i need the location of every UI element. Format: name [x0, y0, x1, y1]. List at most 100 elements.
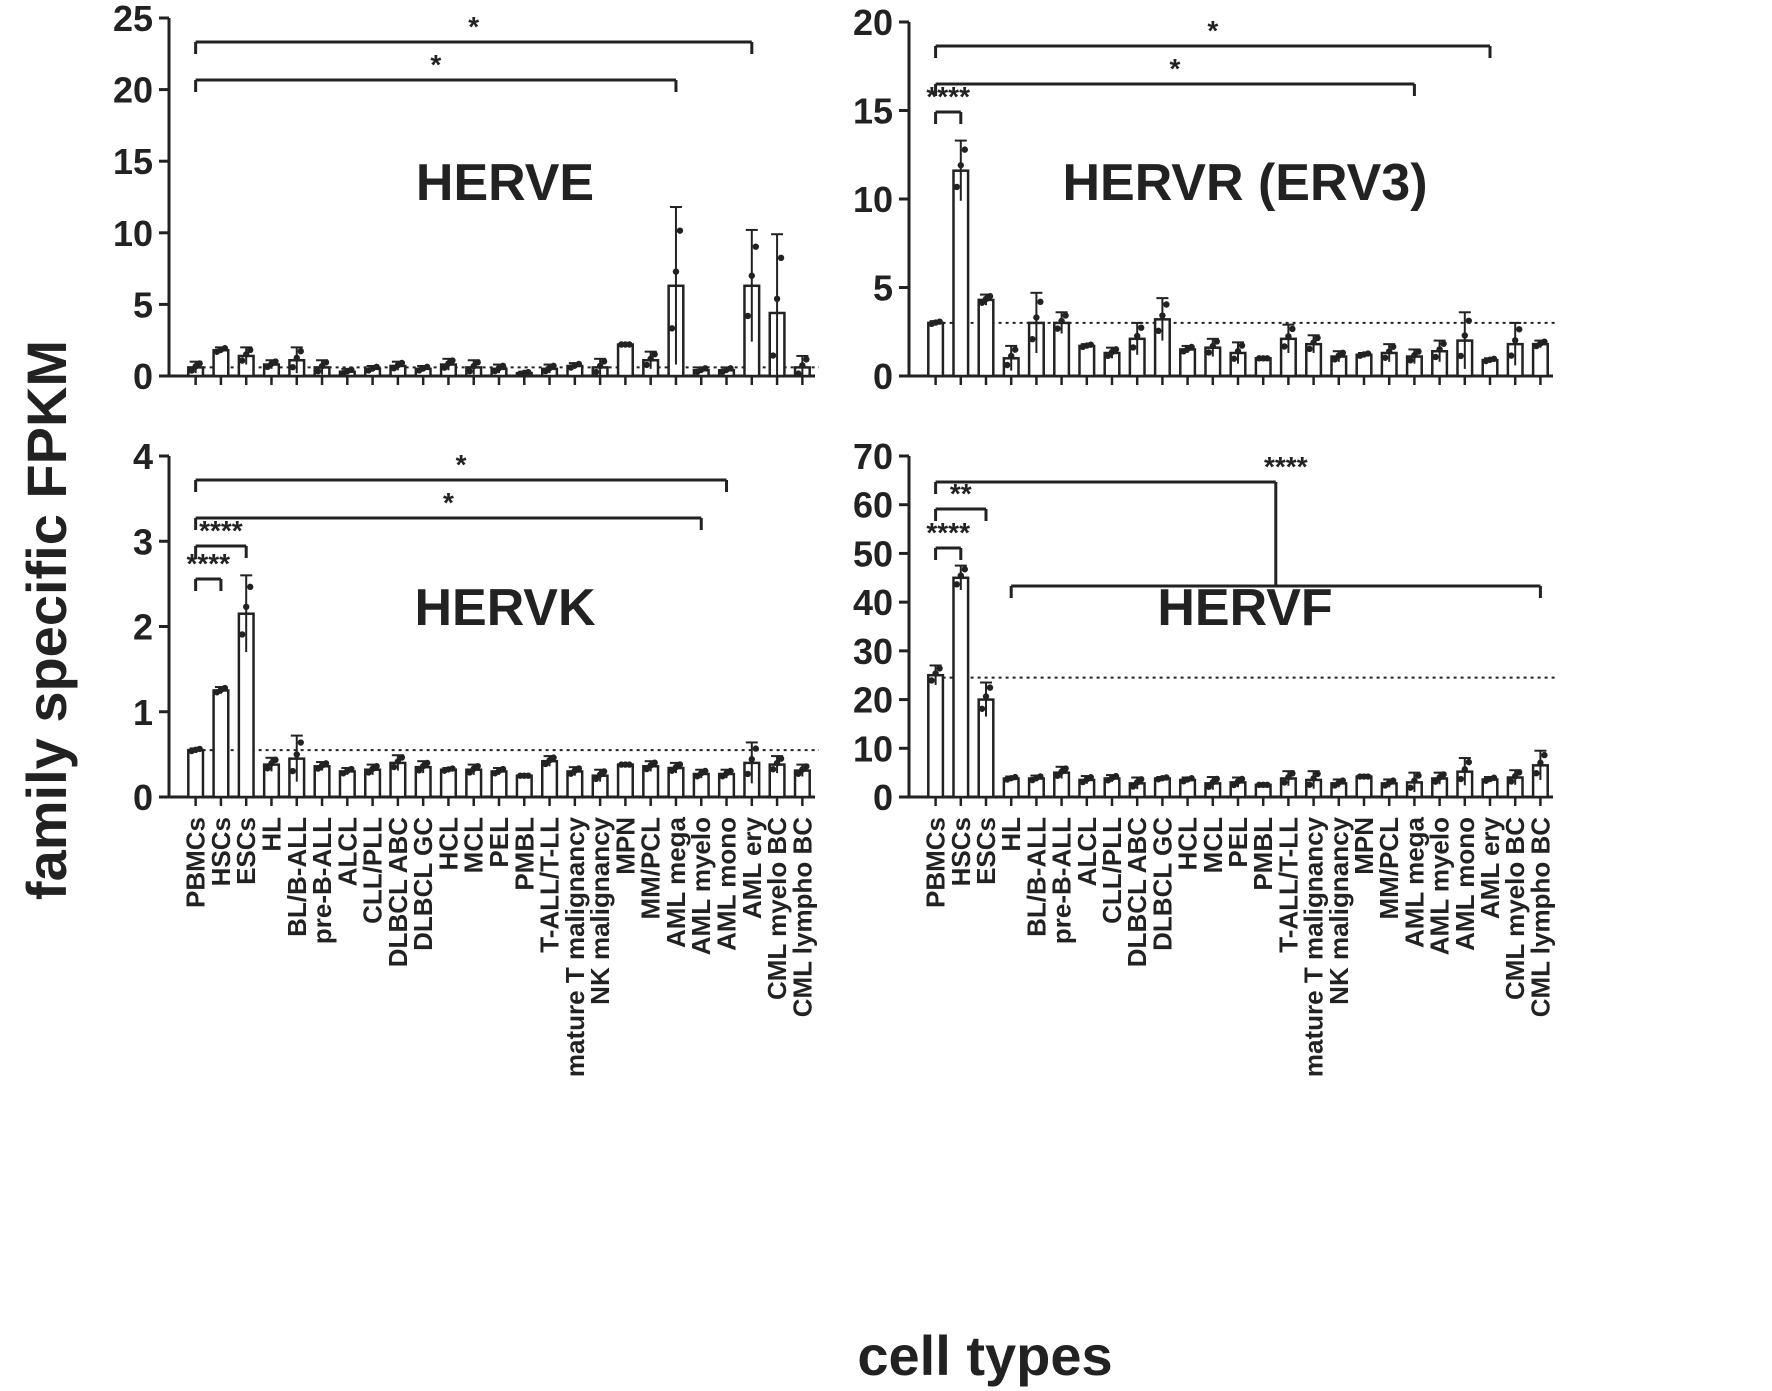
data-point [1314, 770, 1321, 778]
data-point [932, 670, 939, 677]
data-point [1112, 346, 1120, 353]
data-point [744, 312, 751, 320]
data-point [373, 762, 380, 770]
y-tick-label: 70 [853, 436, 893, 477]
data-point [1407, 357, 1414, 364]
x-tick-label: PEL [1223, 817, 1253, 868]
data-point [1310, 775, 1317, 782]
data-point [466, 368, 473, 375]
data-point [239, 357, 246, 364]
data-point [1306, 345, 1313, 353]
x-tick-label: MPN [610, 817, 640, 875]
x-tick-label: HSCs [946, 817, 976, 886]
data-point [1310, 339, 1317, 346]
x-tick-label: DLBCL GC [408, 817, 438, 951]
bar [952, 169, 970, 378]
data-point [1289, 770, 1296, 777]
sig-label: **** [926, 517, 970, 548]
y-tick-label: 10 [113, 213, 153, 254]
data-point [936, 318, 943, 325]
data-point [1281, 779, 1288, 786]
data-point [373, 363, 380, 371]
data-point [936, 665, 943, 672]
data-point [1112, 772, 1120, 780]
data-point [1461, 332, 1469, 339]
y-tick-label: 25 [113, 0, 153, 39]
x-tick-label: PEL [484, 817, 514, 868]
data-point [961, 566, 968, 573]
bar [212, 689, 230, 799]
x-tick-label: AML myelo [1425, 817, 1455, 955]
data-point [1285, 333, 1292, 340]
data-point [592, 368, 600, 376]
data-point [773, 759, 781, 767]
x-tick-label: HSCs [206, 817, 236, 886]
x-tick-label: PMBL [509, 817, 539, 891]
data-point [293, 354, 300, 362]
data-point [1465, 758, 1473, 766]
x-tick-label: AML ery [737, 816, 767, 919]
x-tick-label: MM/PCL [1374, 817, 1404, 920]
y-tick-label: 5 [133, 284, 153, 325]
x-tick-label: PBMCs [921, 817, 951, 908]
data-point [196, 360, 203, 367]
data-point [272, 756, 279, 764]
y-tick-label: 20 [853, 680, 893, 721]
data-point [1209, 342, 1217, 350]
data-point [1058, 317, 1065, 325]
data-point [499, 362, 507, 370]
data-point [322, 760, 330, 767]
x-tick-label: CML lympho BC [787, 817, 817, 1018]
data-point [727, 365, 734, 372]
data-point [293, 751, 300, 758]
x-tick-label: ESCs [231, 817, 261, 885]
data-point [702, 365, 709, 372]
data-point [676, 227, 684, 234]
y-tick-label: 2 [133, 607, 153, 648]
data-point [449, 765, 456, 772]
sig-label: **** [926, 81, 970, 112]
x-tick-label: BL/B-ALL [1021, 817, 1051, 937]
data-point [986, 684, 994, 691]
data-point [550, 754, 557, 761]
data-point [744, 770, 751, 778]
data-point [1457, 352, 1465, 360]
data-point [196, 745, 203, 753]
data-point [1188, 775, 1195, 782]
data-point [1285, 773, 1292, 781]
data-point [1159, 312, 1166, 319]
x-tick-label: CLL/PLL [358, 817, 388, 924]
data-point [239, 631, 246, 638]
data-point [1037, 298, 1044, 306]
y-tick-label: 10 [853, 728, 893, 769]
x-tick-label: DLBCL ABC [1122, 817, 1152, 967]
data-point [592, 775, 600, 783]
data-point [322, 359, 330, 366]
data-point [1062, 765, 1069, 772]
data-point [1163, 774, 1170, 781]
x-tick-label: AML mono [1450, 817, 1480, 951]
data-point [289, 364, 296, 371]
data-point [769, 352, 777, 359]
data-point [1054, 325, 1061, 332]
data-point [643, 361, 650, 369]
x-tick-label: AML mono [712, 817, 742, 951]
data-point [318, 362, 326, 370]
x-tick-label: MCL [1198, 817, 1228, 873]
data-point [1306, 781, 1313, 788]
data-point [1012, 346, 1019, 353]
data-point [1138, 776, 1145, 783]
panel-title: HERVF [1157, 579, 1332, 637]
sig-label: * [430, 49, 441, 80]
data-point [1314, 334, 1321, 342]
data-point [1138, 324, 1145, 331]
data-point [651, 351, 658, 358]
sig-label: * [468, 11, 479, 42]
sig-label: **** [199, 515, 243, 546]
bar [952, 576, 970, 799]
sig-label: * [443, 487, 454, 518]
data-point [748, 756, 755, 763]
sig-label: * [456, 449, 467, 480]
data-point [394, 758, 402, 765]
sig-label: **** [186, 548, 230, 579]
